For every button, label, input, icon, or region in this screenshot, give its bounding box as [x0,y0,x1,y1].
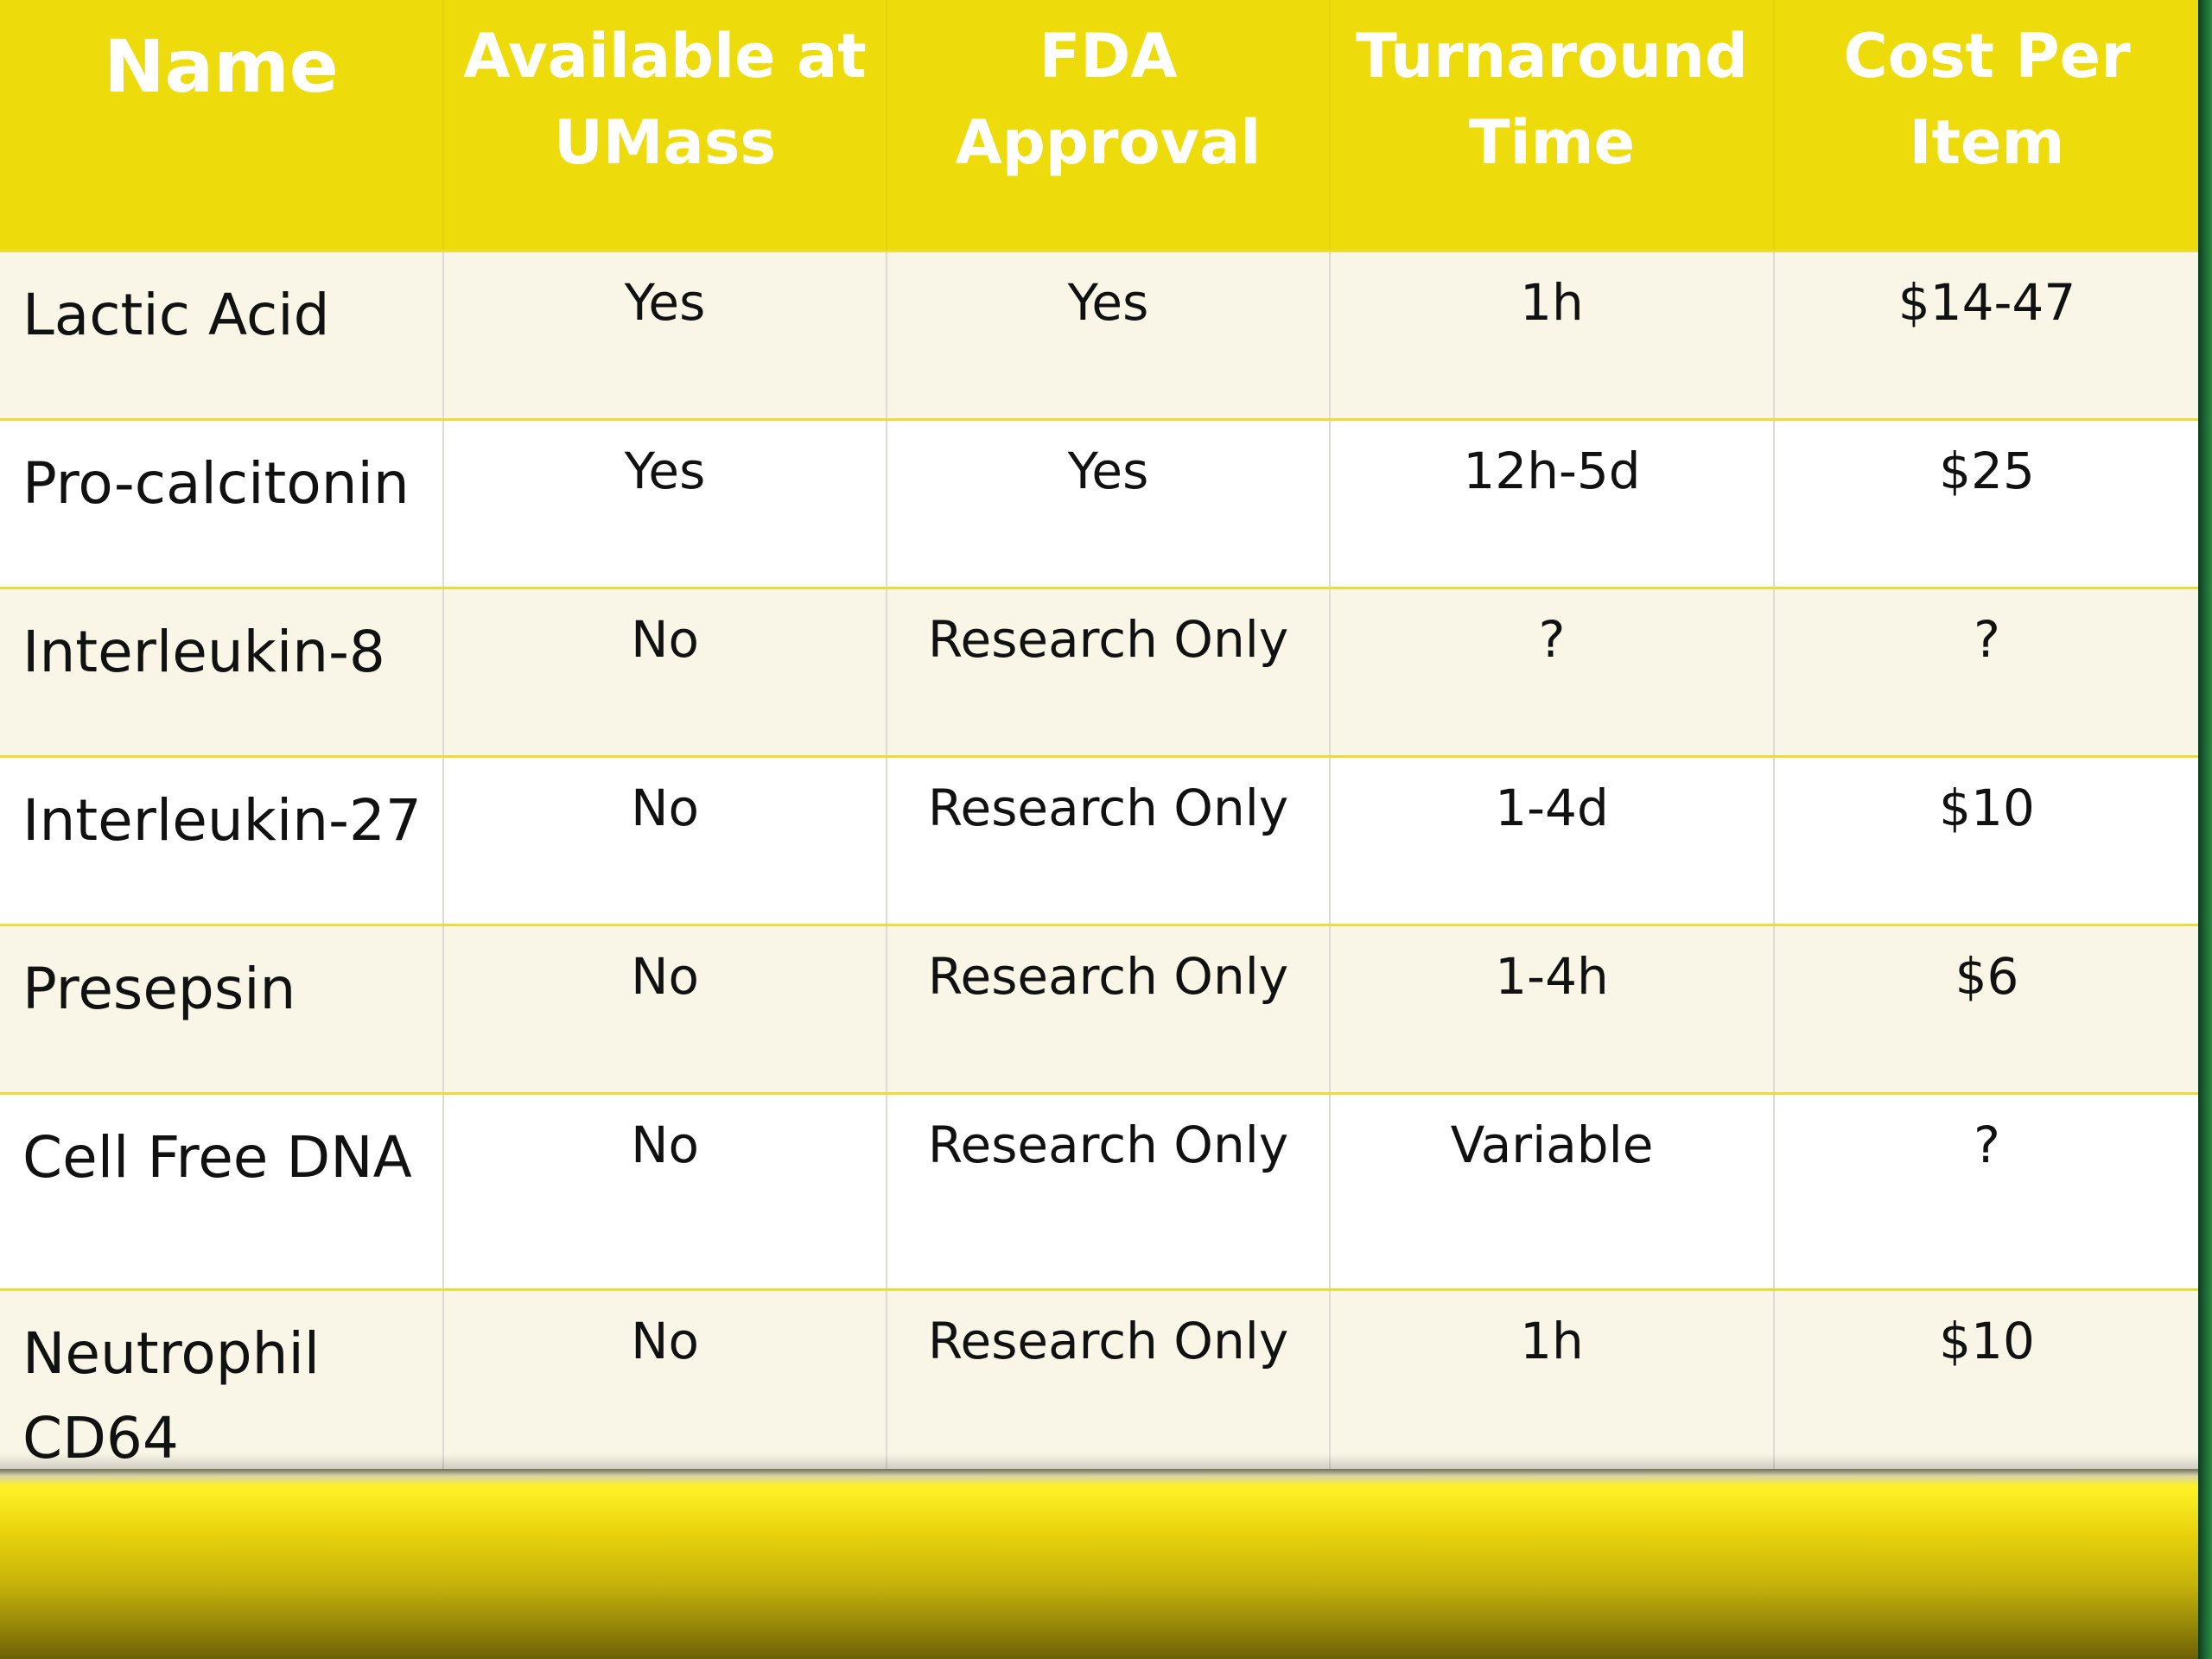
cell-available: Yes [442,417,887,588]
table-row: Pro-calcitonin Yes Yes 12h-5d $25 [0,417,2199,588]
cell-cost: $14-47 [1773,249,2199,419]
header-fda-approval: FDA Approval [886,0,1330,251]
cell-fda: Yes [886,249,1330,419]
cell-fda: Research Only [886,923,1330,1093]
cell-turnaround: 12h-5d [1329,417,1774,588]
cell-fda: Research Only [886,1091,1330,1289]
cell-fda: Yes [886,417,1330,588]
cell-cost: $10 [1773,754,2199,925]
cell-cost: $6 [1773,923,2199,1093]
table-row: Interleukin-27 No Research Only 1-4d $10 [0,754,2199,925]
table-row: Lactic Acid Yes Yes 1h $14-47 [0,249,2199,419]
table-row: Neutrophil CD64 No Research Only 1h $10 [0,1287,2199,1481]
table-row: Cell Free DNA No Research Only Variable … [0,1091,2199,1289]
cell-name: Interleukin-8 [0,586,443,756]
table-row: Presepsin No Research Only 1-4h $6 [0,923,2199,1093]
cell-cost: $10 [1773,1287,2199,1481]
cell-turnaround: Variable [1329,1091,1774,1289]
cell-name: Lactic Acid [0,249,443,419]
cell-turnaround: 1h [1329,1287,1774,1481]
cell-fda: Research Only [886,586,1330,756]
header-cost-per-item: Cost Per Item [1773,0,2199,251]
cell-name: Cell Free DNA [0,1091,443,1289]
cell-cost: ? [1773,586,2199,756]
cell-available: No [442,754,887,925]
cell-cost: $25 [1773,417,2199,588]
cell-turnaround: ? [1329,586,1774,756]
table-row: Interleukin-8 No Research Only ? ? [0,586,2199,756]
cell-name: Pro-calcitonin [0,417,443,588]
cell-name: Presepsin [0,923,443,1093]
cell-available: No [442,1287,887,1481]
cell-turnaround: 1-4d [1329,754,1774,925]
cell-name: Neutrophil CD64 [0,1287,443,1481]
cell-available: Yes [442,249,887,419]
cell-turnaround: 1-4h [1329,923,1774,1093]
cell-available: No [442,586,887,756]
header-available: Available at UMass [442,0,887,251]
cell-fda: Research Only [886,754,1330,925]
cell-fda: Research Only [886,1287,1330,1481]
footer-gradient-bar [0,1469,2199,1659]
biomarker-comparison-table: Name Available at UMass FDA Approval Tur… [0,0,2199,1481]
header-name: Name [0,0,443,251]
cell-name: Interleukin-27 [0,754,443,925]
cell-turnaround: 1h [1329,249,1774,419]
cell-available: No [442,1091,887,1289]
header-row: Name Available at UMass FDA Approval Tur… [0,0,2199,251]
side-accent-bar [2198,0,2212,1659]
cell-available: No [442,923,887,1093]
cell-cost: ? [1773,1091,2199,1289]
table-bottom-shadow [0,1453,2199,1471]
header-turnaround-time: Turnaround Time [1329,0,1774,251]
